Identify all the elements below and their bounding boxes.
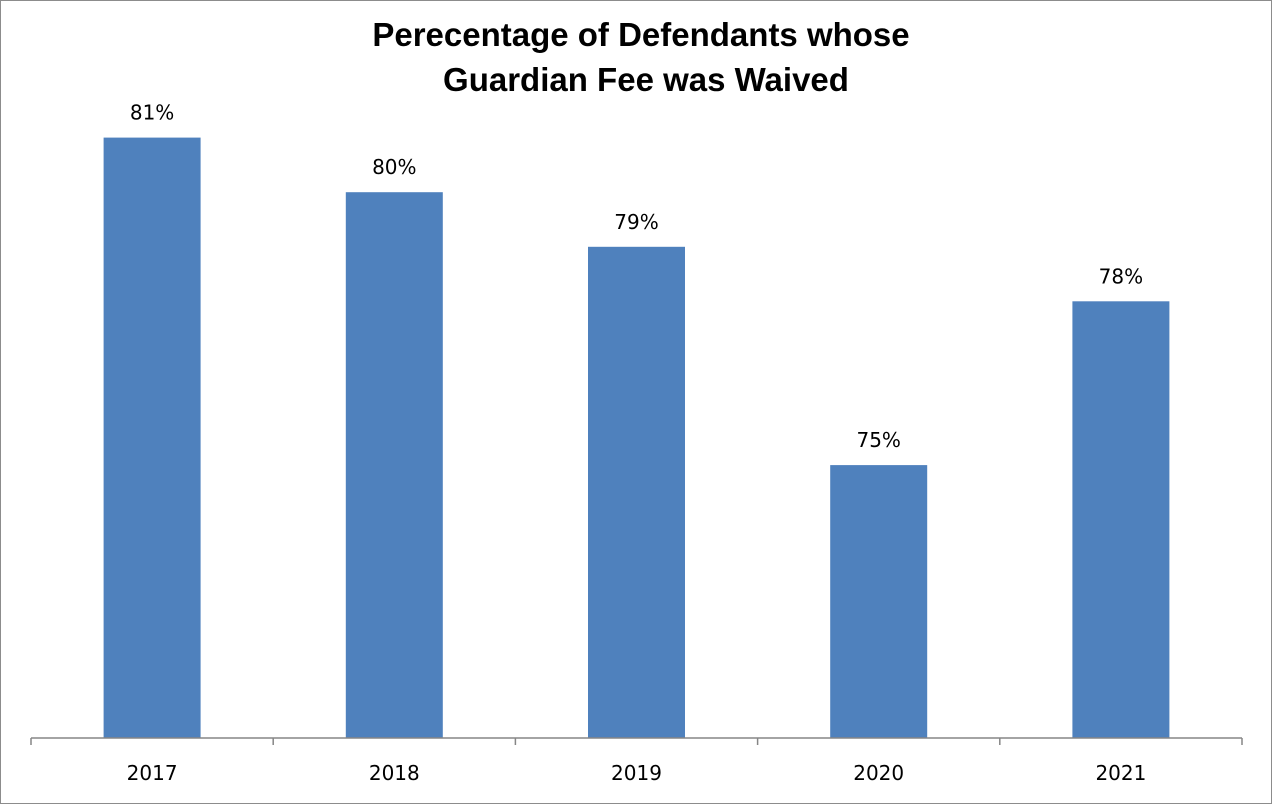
chart-title-line-1: Perecentage of Defendants whose	[372, 16, 909, 53]
data-label-2017: 81%	[130, 101, 174, 125]
x-axis: 2017 2018 2019 2020 2021	[30, 737, 1243, 785]
x-tick-label-2017: 2017	[127, 761, 178, 785]
data-label-2020: 75%	[856, 428, 900, 452]
bars-layer	[103, 137, 1170, 739]
x-tick-label-2018: 2018	[369, 761, 420, 785]
x-tick-label-2019: 2019	[611, 761, 662, 785]
data-label-2018: 80%	[372, 155, 416, 179]
data-label-2021: 78%	[1099, 264, 1143, 288]
x-tick-label-2020: 2020	[853, 761, 904, 785]
data-label-2019: 79%	[614, 210, 658, 234]
data-labels-layer: 81% 80% 79% 75% 78%	[130, 101, 1143, 453]
bar-2020	[830, 465, 928, 738]
x-tick-label-2021: 2021	[1095, 761, 1146, 785]
bar-2018	[345, 192, 443, 738]
bar-2019	[588, 246, 685, 739]
bar-2021	[1072, 301, 1170, 738]
chart-title-line-2: Guardian Fee was Waived	[443, 61, 849, 98]
bar-2017	[103, 137, 201, 739]
